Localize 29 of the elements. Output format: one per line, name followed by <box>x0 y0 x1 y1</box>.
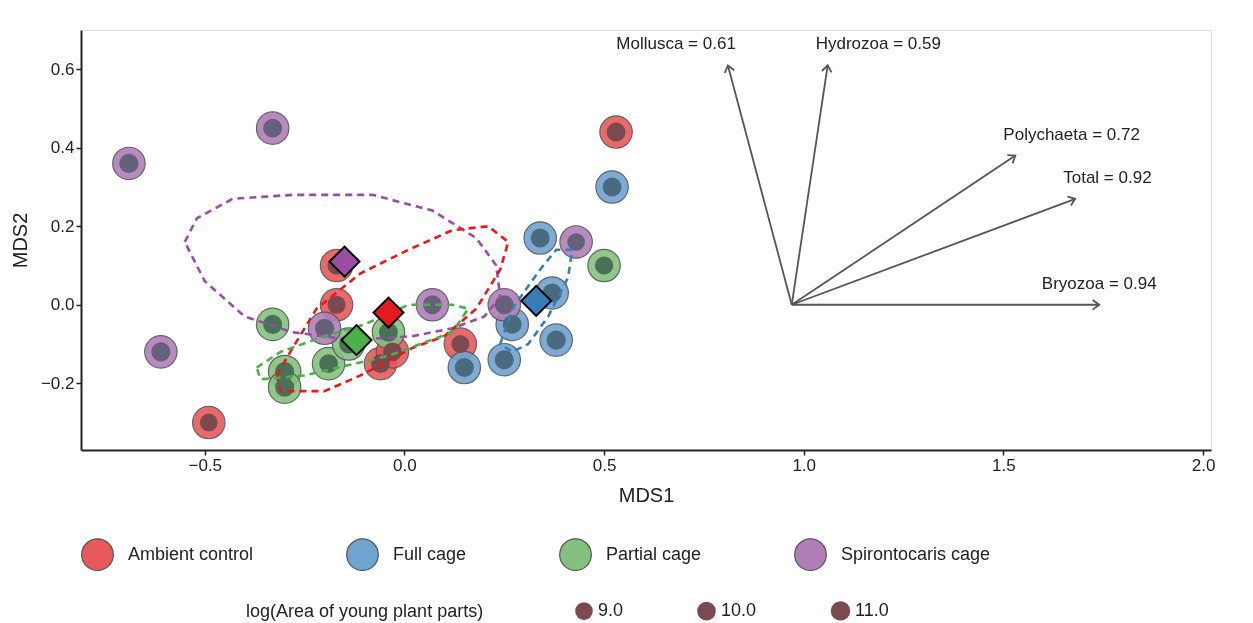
legend-label: Full cage <box>393 543 467 564</box>
legend-label: Spirontocaris cage <box>841 543 991 564</box>
x-tick-label: −0.5 <box>188 455 223 475</box>
annotation: Mollusca = 0.61 <box>616 34 736 54</box>
legend-label: 10.0 <box>721 600 757 621</box>
x-tick-label: 2.0 <box>1191 455 1216 475</box>
y-tick-label: 0.4 <box>50 138 75 158</box>
legend-label: 9.0 <box>598 600 624 621</box>
point <box>372 296 405 329</box>
x-tick-label: 0.0 <box>393 455 417 475</box>
y-tick-label: 0.6 <box>50 59 75 79</box>
x-tick-label: 1.0 <box>792 455 817 475</box>
legend-label: Ambient control <box>128 543 254 564</box>
legend-label: 11.0 <box>855 599 889 620</box>
y-tick-label: 0.2 <box>50 216 75 236</box>
x-tick-label: 1.5 <box>992 455 1016 475</box>
annotation: Hydrozoa = 0.59 <box>815 34 941 54</box>
annotation: Polychaeta = 0.72 <box>1003 124 1140 144</box>
y-tick-label: 0.0 <box>50 295 75 315</box>
annotation: Bryozoa = 0.94 <box>1041 273 1157 293</box>
legend-title: log(Area of young plant parts) <box>246 601 484 621</box>
legend-label: Partial cage <box>606 543 702 564</box>
y-axis-title: MDS2 <box>8 212 31 269</box>
annotation: Total = 0.92 <box>1063 167 1152 187</box>
x-tick-label: 0.5 <box>592 455 617 475</box>
point <box>340 324 373 357</box>
x-axis-title: MDS1 <box>618 483 675 506</box>
point <box>328 245 361 278</box>
y-tick-label: −0.2 <box>40 373 75 393</box>
